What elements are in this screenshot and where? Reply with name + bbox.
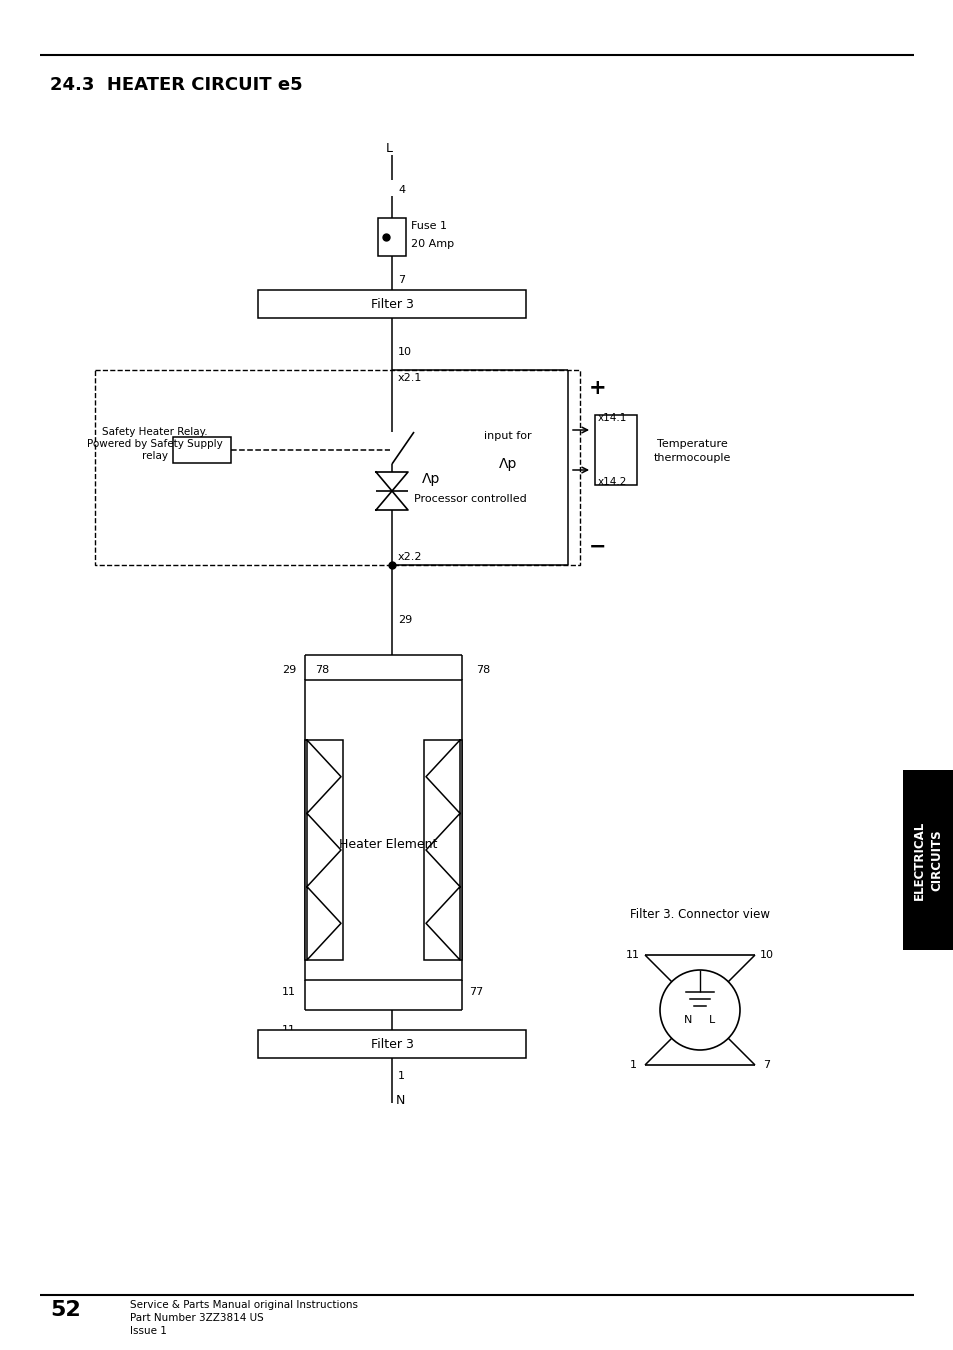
Text: x2.2: x2.2 xyxy=(397,552,422,562)
Text: Safety Heater Relay.: Safety Heater Relay. xyxy=(102,427,208,437)
Bar xyxy=(95,370,579,566)
Text: x2.1: x2.1 xyxy=(397,373,422,383)
Text: 78: 78 xyxy=(314,666,329,675)
Text: N: N xyxy=(395,1094,405,1107)
Text: 11: 11 xyxy=(625,950,639,960)
Text: 29: 29 xyxy=(281,666,295,675)
Text: 29: 29 xyxy=(397,616,412,625)
Text: 78: 78 xyxy=(476,666,490,675)
Text: 7: 7 xyxy=(762,1060,770,1071)
Text: N: N xyxy=(683,1015,692,1025)
Text: Heater Element: Heater Element xyxy=(339,838,437,852)
Text: 11: 11 xyxy=(282,987,295,998)
Text: x14.2: x14.2 xyxy=(598,477,627,487)
Text: ELECTRICAL
CIRCUITS: ELECTRICAL CIRCUITS xyxy=(911,821,943,899)
Text: 77: 77 xyxy=(468,987,482,998)
Text: relay: relay xyxy=(142,451,168,460)
Text: Part Number 3ZZ3814 US: Part Number 3ZZ3814 US xyxy=(130,1314,263,1323)
Text: L: L xyxy=(386,142,393,154)
Text: −: − xyxy=(589,537,606,558)
Text: Processor controlled: Processor controlled xyxy=(414,494,526,504)
Text: Filter 3: Filter 3 xyxy=(370,297,413,310)
Text: 10: 10 xyxy=(397,347,412,356)
Text: 4: 4 xyxy=(397,185,405,194)
Text: 20 Amp: 20 Amp xyxy=(411,239,454,248)
Text: 52: 52 xyxy=(50,1300,81,1320)
Bar xyxy=(423,740,461,960)
Text: Filter 3. Connector view: Filter 3. Connector view xyxy=(629,909,769,922)
Text: Λp: Λp xyxy=(498,458,517,471)
Text: thermocouple: thermocouple xyxy=(653,454,730,463)
Text: L: L xyxy=(708,1015,715,1025)
Bar xyxy=(595,414,637,485)
Bar xyxy=(305,740,343,960)
Bar xyxy=(902,769,952,950)
Text: Powered by Safety Supply: Powered by Safety Supply xyxy=(87,439,223,450)
Bar xyxy=(257,1030,525,1058)
Text: input for: input for xyxy=(484,431,531,441)
Text: Service & Parts Manual original Instructions: Service & Parts Manual original Instruct… xyxy=(130,1300,357,1310)
Text: 1: 1 xyxy=(629,1060,636,1071)
Text: 1: 1 xyxy=(397,1071,405,1081)
Text: 7: 7 xyxy=(397,275,405,285)
Text: Λp: Λp xyxy=(421,472,440,486)
Text: Fuse 1: Fuse 1 xyxy=(411,221,447,231)
Bar xyxy=(257,290,525,319)
Text: Issue 1: Issue 1 xyxy=(130,1326,167,1336)
Text: 24.3  HEATER CIRCUIT e5: 24.3 HEATER CIRCUIT e5 xyxy=(50,76,302,95)
Text: +: + xyxy=(589,378,606,398)
Bar xyxy=(305,680,461,980)
Text: Temperature: Temperature xyxy=(656,439,726,450)
Text: x14.1: x14.1 xyxy=(598,413,627,423)
Text: Filter 3: Filter 3 xyxy=(370,1038,413,1050)
Bar xyxy=(377,217,406,256)
Text: 10: 10 xyxy=(760,950,773,960)
Bar xyxy=(172,437,231,463)
Text: 11: 11 xyxy=(282,1025,295,1035)
